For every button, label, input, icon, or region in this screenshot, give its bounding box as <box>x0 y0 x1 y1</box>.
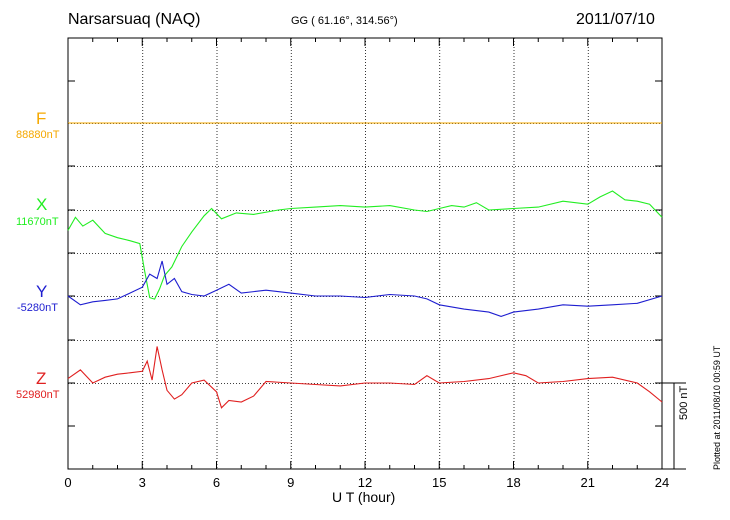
series-name-x: X <box>36 195 48 214</box>
x-tick-label: 15 <box>432 475 446 490</box>
series-baseline-x: 11670nT <box>16 216 59 228</box>
x-tick-label: 24 <box>655 475 669 490</box>
x-tick-label: 18 <box>506 475 520 490</box>
x-tick-label: 9 <box>287 475 294 490</box>
series-baseline-z: 52980nT <box>16 389 60 401</box>
station-coordinates: GG ( 61.16°, 314.56°) <box>291 15 398 27</box>
series-name-f: F <box>36 109 47 128</box>
series-baseline-y: -5280nT <box>17 302 58 314</box>
x-tick-label: 21 <box>581 475 595 490</box>
series-line-x <box>67 190 663 300</box>
axis-ticks <box>67 38 663 469</box>
plotted-timestamp: Plotted at 2011/08/10 00:59 UT <box>712 345 722 470</box>
series-baseline-f: 88880nT <box>16 129 60 141</box>
plot-date: 2011/07/10 <box>576 11 655 28</box>
series-line-z <box>67 346 663 409</box>
series-name-z: Z <box>36 369 47 388</box>
x-tick-label: 3 <box>139 475 146 490</box>
x-axis-label: U T (hour) <box>332 489 396 505</box>
x-tick-label: 12 <box>358 475 372 490</box>
station-title: Narsarsuaq (NAQ) <box>68 11 201 28</box>
x-tick-label: 0 <box>64 475 71 490</box>
series-name-y: Y <box>36 282 48 301</box>
series-line-y <box>67 260 663 317</box>
series-lines <box>67 122 663 409</box>
scale-bar <box>662 382 686 470</box>
grid-lines <box>68 38 662 469</box>
x-tick-labels: 0 3 6 9 12 15 18 21 24 <box>64 475 669 490</box>
x-tick-label: 6 <box>213 475 220 490</box>
scale-bar-label: 500 nT <box>678 385 690 420</box>
